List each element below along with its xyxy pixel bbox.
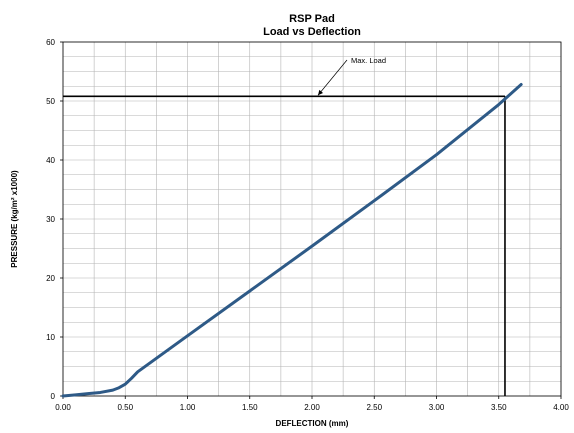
y-tick-label: 0	[51, 392, 56, 401]
chart-subtitle: Load vs Deflection	[263, 26, 361, 38]
y-tick-label: 50	[46, 97, 55, 106]
x-tick-label: 3.00	[429, 403, 445, 412]
axis-ticks: 0.00 0.50 1.00 1.50 2.00 2.50 3.00 3.50 4.00 0 10 2…	[46, 38, 569, 412]
x-tick-label: 4.00	[553, 403, 569, 412]
plot-series	[61, 82, 523, 398]
x-tick-label: 1.00	[180, 403, 196, 412]
y-tick-label: 60	[46, 38, 55, 47]
y-tick-label: 40	[46, 156, 55, 165]
x-tick-label: 0.50	[117, 403, 133, 412]
y-axis-label: PRESSURE (kg/m² x1000)	[10, 170, 19, 268]
y-tick-label: 30	[46, 215, 55, 224]
y-tick-label: 10	[46, 333, 55, 342]
grid-lines	[62, 41, 562, 397]
x-tick-label: 3.50	[491, 403, 507, 412]
x-axis-label: DEFLECTION (mm)	[276, 419, 349, 428]
max-load-arrowhead	[318, 89, 324, 96]
max-load-arrow-line	[317, 59, 348, 96]
max-load-label: Max. Load	[351, 56, 386, 65]
x-tick-label: 2.50	[366, 403, 382, 412]
y-tick-label: 20	[46, 274, 55, 283]
x-tick-label: 2.00	[304, 403, 320, 412]
x-tick-label: 1.50	[242, 403, 258, 412]
series-line	[61, 82, 523, 398]
max-load-annotation: Max. Load	[317, 56, 386, 96]
x-tick-label: 0.00	[55, 403, 71, 412]
chart-title: RSP Pad	[289, 13, 335, 25]
max-load-marker	[63, 95, 506, 396]
